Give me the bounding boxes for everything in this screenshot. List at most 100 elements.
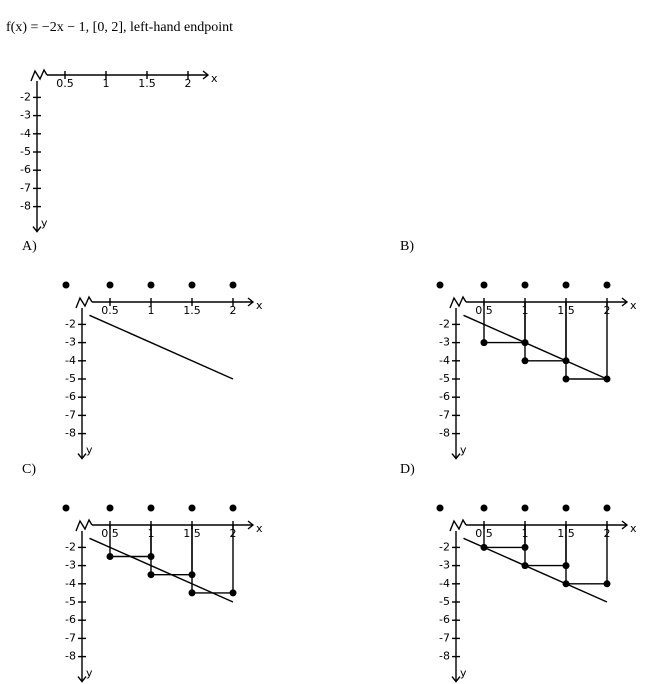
y-tick-label: -3 xyxy=(65,559,76,572)
dot xyxy=(436,281,444,289)
function-line xyxy=(463,314,608,380)
y-tick-label: -4 xyxy=(20,127,31,140)
dot xyxy=(188,589,196,597)
x-tick-label: 1.5 xyxy=(183,304,201,317)
dot xyxy=(229,281,237,289)
y-arrow xyxy=(451,453,461,460)
dot xyxy=(229,504,237,512)
y-axis-label: y xyxy=(86,667,93,680)
y-tick-label: -2 xyxy=(65,540,76,553)
y-axis-label: y xyxy=(460,444,467,457)
y-tick-label: -2 xyxy=(439,317,450,330)
y-arrow xyxy=(77,676,87,683)
dot xyxy=(480,339,488,347)
x-arrow xyxy=(247,297,255,307)
x-axis-label: x xyxy=(211,72,218,85)
axis-break xyxy=(75,518,93,532)
y-tick-label: -4 xyxy=(65,354,76,367)
y-tick-label: -8 xyxy=(65,427,76,440)
dot xyxy=(106,553,114,560)
rectangle xyxy=(565,302,608,380)
x-axis-label: x xyxy=(630,522,637,535)
dot xyxy=(480,281,488,289)
y-tick-label: -7 xyxy=(439,631,450,644)
y-tick-label: -6 xyxy=(20,163,31,176)
dot xyxy=(603,281,611,289)
dot xyxy=(480,543,488,551)
question: f(x) = −2x − 1, [0, 2], left-hand endpoi… xyxy=(6,20,233,35)
x-tick-label: 1.5 xyxy=(138,77,156,90)
y-tick-label: -7 xyxy=(439,408,450,421)
dot xyxy=(521,504,529,512)
y-tick-label: -5 xyxy=(65,595,76,608)
y-tick-label: -6 xyxy=(439,613,450,626)
option-label: D) xyxy=(400,462,415,477)
option-label: C) xyxy=(22,462,36,477)
x-arrow xyxy=(247,520,255,530)
dot xyxy=(480,504,488,512)
y-tick-label: -6 xyxy=(65,613,76,626)
x-tick-label: 0.5 xyxy=(56,77,74,90)
x-axis-label: x xyxy=(256,522,263,535)
axis-break xyxy=(30,68,48,82)
y-tick-label: -5 xyxy=(439,595,450,608)
dot xyxy=(521,562,529,570)
y-arrow xyxy=(451,676,461,683)
axis-break xyxy=(75,295,93,309)
y-tick-label: -4 xyxy=(439,354,450,367)
dot xyxy=(562,281,570,289)
dot xyxy=(106,504,114,512)
y-tick-label: -8 xyxy=(20,200,31,213)
x-tick-label: 1 xyxy=(103,77,110,90)
function-line xyxy=(89,537,234,603)
axis-break xyxy=(449,518,467,532)
dot xyxy=(521,357,529,365)
y-tick-label: -3 xyxy=(439,559,450,572)
dot xyxy=(603,375,611,383)
x-arrow xyxy=(202,70,210,80)
y-tick-label: -3 xyxy=(439,336,450,349)
dot xyxy=(147,281,155,289)
y-arrow xyxy=(32,226,42,233)
x-tick-label: 2 xyxy=(185,77,192,90)
y-tick-label: -7 xyxy=(20,181,31,194)
x-tick-label: 1 xyxy=(148,304,155,317)
y-tick-label: -5 xyxy=(439,372,450,385)
y-tick-label: -5 xyxy=(65,372,76,385)
y-tick-label: -2 xyxy=(65,317,76,330)
rectangle xyxy=(565,525,608,585)
y-tick-label: -8 xyxy=(439,427,450,440)
y-tick-label: -7 xyxy=(65,408,76,421)
y-axis-label: y xyxy=(41,217,48,230)
y-axis-label: y xyxy=(460,667,467,680)
dot xyxy=(147,571,155,579)
x-tick-label: 2 xyxy=(230,304,237,317)
dot xyxy=(62,281,70,289)
y-axis-label: y xyxy=(86,444,93,457)
dot xyxy=(562,375,570,383)
y-tick-label: -3 xyxy=(65,336,76,349)
y-tick-label: -4 xyxy=(65,577,76,590)
option-label: A) xyxy=(22,239,37,254)
rectangle xyxy=(191,525,234,594)
y-tick-label: -4 xyxy=(439,577,450,590)
dot xyxy=(188,504,196,512)
y-tick-label: -8 xyxy=(65,650,76,663)
function-line xyxy=(89,314,234,380)
dot xyxy=(603,504,611,512)
y-tick-label: -2 xyxy=(439,540,450,553)
x-tick-label: 0.5 xyxy=(101,304,119,317)
dot xyxy=(562,580,570,588)
y-tick-label: -8 xyxy=(439,650,450,663)
x-axis-label: x xyxy=(630,299,637,312)
x-arrow xyxy=(621,520,629,530)
dot xyxy=(106,281,114,289)
y-tick-label: -6 xyxy=(65,390,76,403)
y-tick-label: -3 xyxy=(20,109,31,122)
dot xyxy=(147,504,155,512)
dot xyxy=(521,281,529,289)
y-tick-label: -6 xyxy=(439,390,450,403)
y-tick-label: -2 xyxy=(20,90,31,103)
y-arrow xyxy=(77,453,87,460)
y-tick-label: -7 xyxy=(65,631,76,644)
